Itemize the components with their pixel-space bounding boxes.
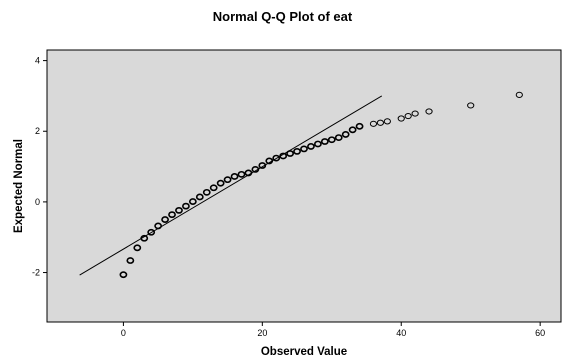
data-points <box>119 91 523 279</box>
x-axis-ticks: 0 20 40 60 <box>121 322 545 338</box>
data-point <box>313 140 322 148</box>
data-point <box>425 108 433 115</box>
y-tick-label: 4 <box>35 56 40 66</box>
data-point <box>404 112 412 120</box>
x-tick-label: 60 <box>535 328 545 338</box>
data-point <box>411 110 419 117</box>
data-point <box>209 184 218 192</box>
data-point <box>216 179 225 187</box>
data-point <box>279 152 288 160</box>
data-point <box>355 122 364 130</box>
x-tick-label: 0 <box>121 328 126 338</box>
data-point <box>383 118 391 125</box>
data-point <box>168 211 176 219</box>
x-tick-label: 20 <box>257 328 267 338</box>
reference-line-group <box>79 95 383 276</box>
data-point <box>230 173 239 180</box>
data-point <box>348 126 357 134</box>
x-axis-label: Observed Value <box>261 346 347 358</box>
data-point <box>515 91 523 98</box>
data-point <box>397 115 405 122</box>
data-point <box>237 170 246 178</box>
chart-title: Normal Q-Q Plot of eat <box>212 9 353 24</box>
data-point <box>223 176 232 184</box>
data-point <box>251 165 260 173</box>
data-point <box>119 271 128 279</box>
data-point <box>154 222 163 230</box>
data-point <box>195 193 204 201</box>
data-point <box>320 138 329 145</box>
reference-line <box>79 95 383 276</box>
data-point <box>334 134 343 142</box>
data-point <box>341 131 350 138</box>
data-point <box>307 143 315 150</box>
data-point <box>300 145 308 153</box>
data-point <box>126 257 135 264</box>
data-point <box>258 162 267 169</box>
data-point <box>286 150 295 157</box>
data-point <box>161 216 169 223</box>
data-point <box>188 198 197 205</box>
data-point <box>133 244 142 252</box>
x-tick-label: 40 <box>396 328 406 338</box>
y-tick-label: -2 <box>32 268 40 278</box>
data-point <box>175 206 183 214</box>
data-point <box>140 234 149 242</box>
plot-area <box>46 49 562 323</box>
data-point <box>202 188 211 196</box>
y-axis-ticks: -2 0 2 4 <box>32 56 47 278</box>
data-point <box>369 120 378 127</box>
y-axis-label: Expected Normal <box>13 139 25 233</box>
data-point <box>265 157 274 165</box>
data-point <box>467 102 475 109</box>
data-point <box>272 154 281 162</box>
data-point <box>182 202 190 210</box>
data-point <box>293 147 301 155</box>
data-point <box>244 169 253 177</box>
data-point <box>147 228 156 236</box>
data-point <box>376 119 385 126</box>
y-tick-label: 0 <box>35 197 40 207</box>
data-point <box>327 136 336 144</box>
y-tick-label: 2 <box>35 126 40 136</box>
